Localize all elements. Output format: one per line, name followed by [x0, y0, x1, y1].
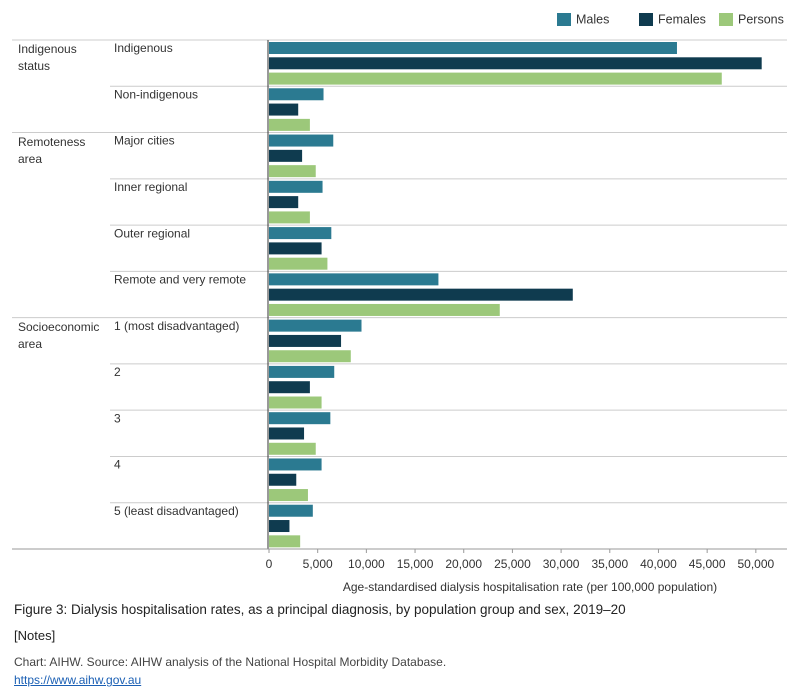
category-label: 5 (least disadvantaged): [114, 504, 239, 518]
x-tick-label: 15,000: [397, 557, 434, 571]
bar: [269, 273, 439, 286]
category-label: 1 (most disadvantaged): [114, 319, 239, 333]
chart: Age-standardised dialysis hospitalisatio…: [12, 12, 787, 594]
bar: [269, 427, 305, 440]
bar: [269, 288, 573, 301]
x-tick-label: 40,000: [640, 557, 677, 571]
notes-link[interactable]: [Notes]: [14, 628, 56, 643]
category-label: Inner regional: [114, 180, 187, 194]
category-label: Outer regional: [114, 226, 190, 240]
bar: [269, 134, 334, 147]
bar: [269, 381, 310, 394]
bar: [269, 350, 351, 363]
legend-swatch: [557, 13, 571, 26]
bar: [269, 242, 322, 255]
url-link[interactable]: https://www.aihw.gov.au: [14, 673, 142, 687]
bar: [269, 504, 313, 517]
category-label: 3: [114, 411, 121, 425]
group-label: Socioeconomic area: [18, 319, 100, 351]
bar: [269, 103, 299, 116]
bar: [269, 489, 308, 502]
bar: [269, 72, 722, 85]
bar: [269, 535, 301, 548]
source-note: Chart: AIHW. Source: AIHW analysis of th…: [14, 655, 447, 669]
legend-swatch: [719, 13, 733, 26]
category-label: 4: [114, 458, 121, 472]
x-tick-label: 20,000: [445, 557, 482, 571]
category-label: Non-indigenous: [114, 87, 198, 101]
figure-caption: Figure 3: Dialysis hospitalisation rates…: [14, 602, 626, 617]
bar: [269, 180, 323, 193]
x-tick-label: 50,000: [737, 557, 774, 571]
category-label: Remote and very remote: [114, 273, 246, 287]
x-tick-label: 30,000: [543, 557, 580, 571]
bar: [269, 319, 362, 332]
x-axis-label: Age-standardised dialysis hospitalisatio…: [343, 580, 717, 594]
legend-label: Males: [576, 12, 609, 26]
x-tick-label: 25,000: [494, 557, 531, 571]
bar: [269, 42, 677, 54]
bar: [269, 57, 762, 70]
category-label: Indigenous: [114, 41, 173, 55]
legend-label: Females: [658, 12, 706, 26]
bar: [269, 211, 310, 224]
group-label: Indigenous status: [18, 42, 77, 73]
bar: [269, 303, 500, 316]
bar: [269, 227, 332, 240]
x-tick-label: 5,000: [303, 557, 333, 571]
legend-swatch: [639, 13, 653, 26]
category-label: 2: [114, 365, 121, 379]
bar: [269, 442, 316, 455]
x-tick-label: 35,000: [591, 557, 628, 571]
bar: [269, 118, 310, 131]
x-tick-label: 10,000: [348, 557, 385, 571]
x-tick-label: 45,000: [689, 557, 726, 571]
bar: [269, 473, 297, 486]
bar: [269, 412, 331, 425]
bar: [269, 165, 316, 178]
bar: [269, 149, 303, 162]
bar: [269, 458, 322, 471]
bar: [269, 520, 290, 533]
category-label: Major cities: [114, 134, 175, 148]
group-label: Remoteness area: [18, 134, 86, 166]
x-tick-label: 0: [266, 557, 273, 571]
legend-label: Persons: [738, 12, 784, 26]
bar: [269, 365, 335, 378]
bar: [269, 257, 328, 270]
bar: [269, 88, 324, 101]
bar: [269, 396, 322, 409]
bar: [269, 196, 299, 209]
bar: [269, 334, 342, 347]
